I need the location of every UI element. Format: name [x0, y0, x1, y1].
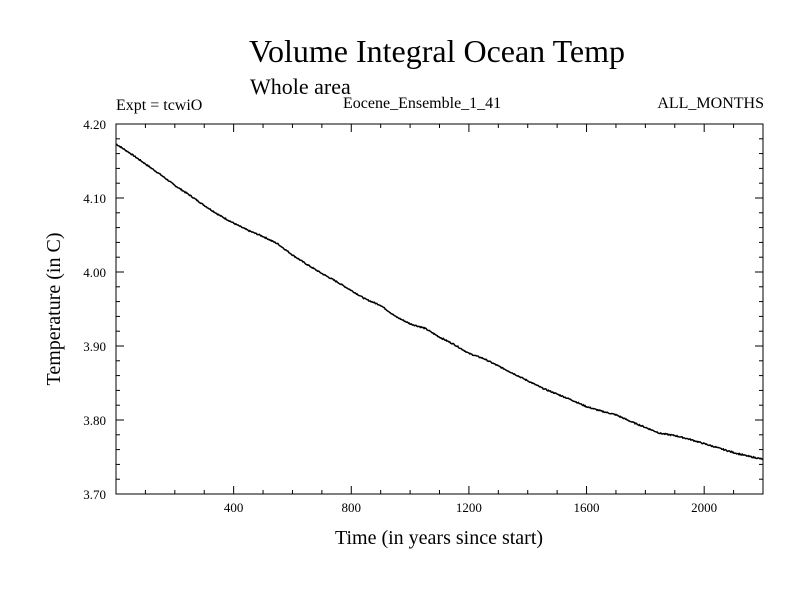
experiment-label: Expt = tcwiO — [116, 97, 202, 114]
x-tick-labels: 400 800 1200 1600 2000 — [224, 500, 717, 515]
x-tick-label: 2000 — [691, 500, 717, 515]
y-tick-label: 3.80 — [83, 413, 106, 428]
y-tick-label: 4.20 — [83, 117, 106, 132]
y-tick-label: 4.00 — [83, 265, 106, 280]
period-label: ALL_MONTHS — [657, 95, 764, 112]
x-tick-label: 400 — [224, 500, 244, 515]
series-line — [115, 143, 764, 461]
chart-title: Volume Integral Ocean Temp — [249, 33, 625, 69]
x-tick-label: 800 — [342, 500, 362, 515]
y-axis-label: Temperature (in C) — [43, 233, 65, 386]
y-tick-label: 4.10 — [83, 191, 106, 206]
y-tick-label: 3.70 — [83, 487, 106, 502]
x-axis-label: Time (in years since start) — [335, 527, 543, 549]
ensemble-label: Eocene_Ensemble_1_41 — [343, 95, 501, 112]
x-tick-label: 1600 — [574, 500, 600, 515]
y-tick-label: 3.90 — [83, 339, 106, 354]
chart-subtitle: Whole area — [250, 74, 351, 99]
y-tick-labels: 3.70 3.80 3.90 4.00 4.10 4.20 — [83, 117, 106, 502]
plot-frame — [115, 123, 764, 495]
x-tick-label: 1200 — [456, 500, 482, 515]
axis-ticks — [116, 123, 763, 495]
